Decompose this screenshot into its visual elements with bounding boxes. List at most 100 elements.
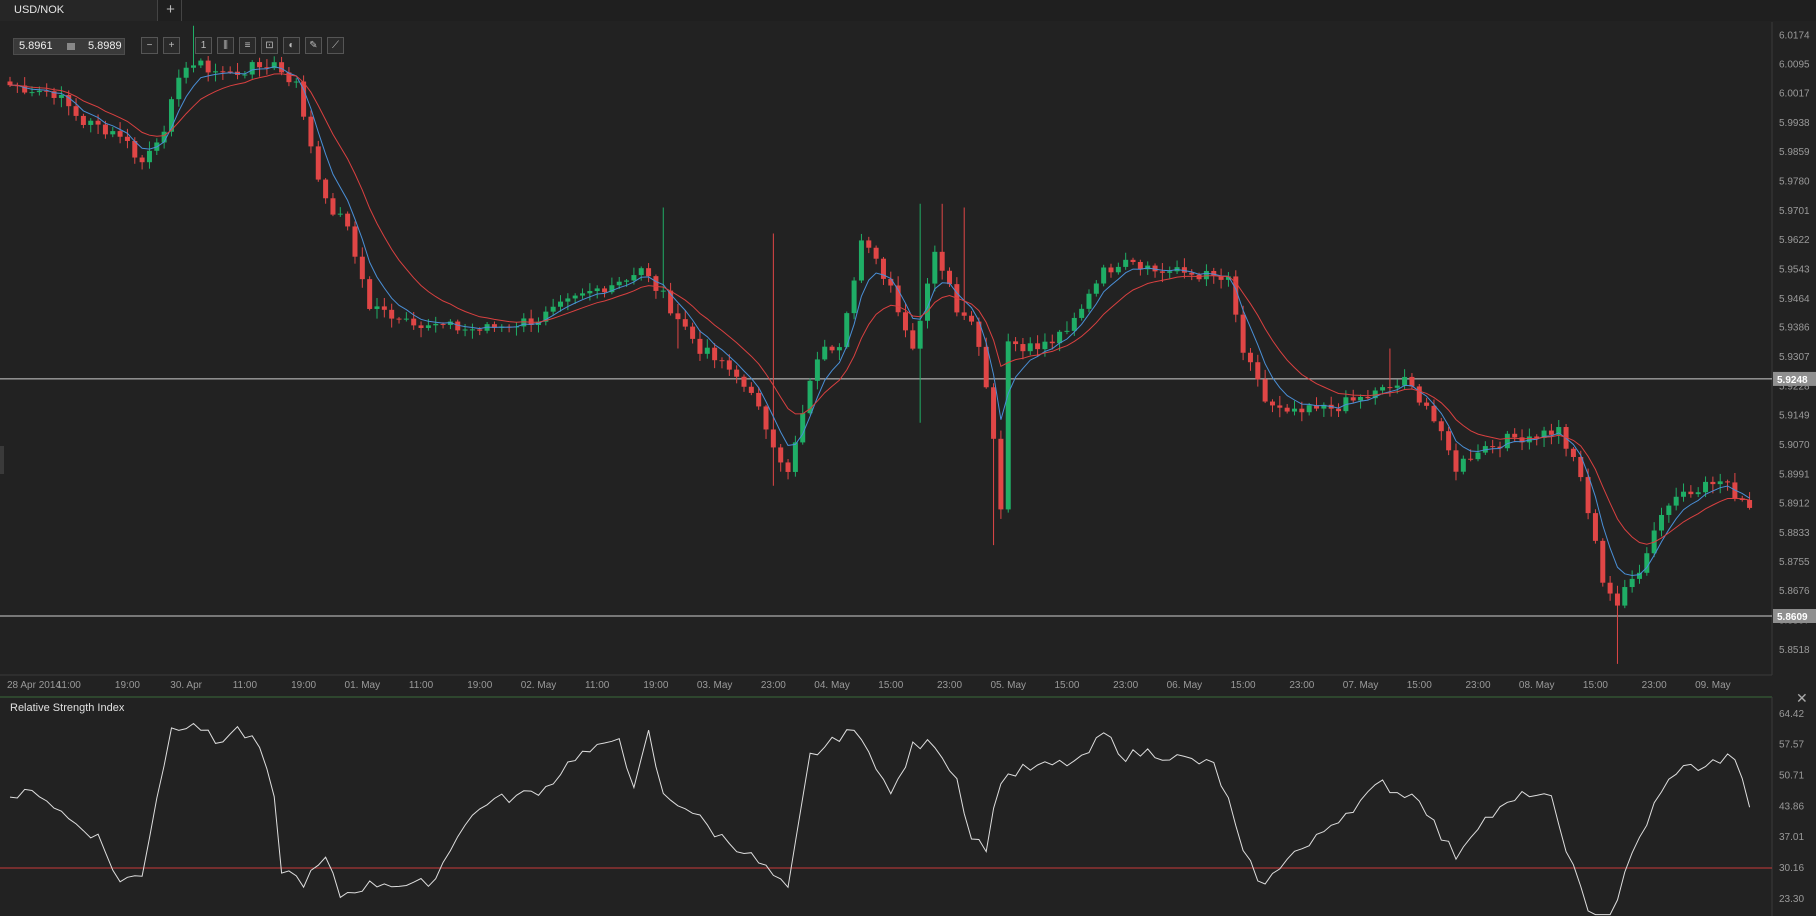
candle-down: [756, 392, 762, 407]
candle-up: [1703, 481, 1709, 493]
candle-up: [447, 321, 453, 325]
time-tick-label: 19:00: [115, 680, 140, 691]
candle-down: [1255, 362, 1261, 380]
candle-up: [176, 77, 182, 100]
draw-line-button[interactable]: ⟋: [327, 37, 344, 54]
candle-down: [1614, 593, 1620, 606]
candle-up: [1086, 293, 1092, 309]
candle-down: [1247, 352, 1253, 363]
objects-button[interactable]: ◐: [283, 37, 300, 54]
chart-type-button[interactable]: ⫼: [217, 37, 234, 54]
candle-down: [895, 285, 901, 313]
candle-up: [836, 347, 842, 351]
time-tick-label: 08. May: [1519, 680, 1555, 691]
candle-up: [660, 290, 666, 292]
price-tick-label: 6.0017: [1779, 89, 1810, 100]
candle-up: [1123, 259, 1129, 267]
candle-up: [917, 320, 923, 349]
candle-down: [1211, 270, 1217, 276]
zoom-in-button[interactable]: +: [163, 37, 180, 54]
candle-down: [785, 462, 791, 472]
candle-down: [778, 447, 784, 463]
candle-up: [249, 62, 255, 75]
draw-line-icon: ⟋: [332, 40, 339, 51]
time-tick-label: 06. May: [1167, 680, 1203, 691]
candle-up: [433, 323, 439, 326]
candle-up: [1717, 481, 1723, 485]
price-tick-label: 5.9543: [1779, 264, 1810, 275]
price-tick-label: 5.9386: [1779, 323, 1810, 334]
candle-down: [1519, 437, 1525, 443]
edit-button[interactable]: ✎: [305, 37, 322, 54]
candle-down: [389, 309, 395, 319]
price-tick-label: 5.8755: [1779, 557, 1810, 568]
candle-down: [983, 346, 989, 388]
candle-down: [969, 315, 975, 322]
candle-up: [1541, 430, 1547, 438]
horizontal-line-price-tag: [1773, 371, 1816, 386]
candle-down: [734, 369, 740, 377]
candle-down: [1299, 408, 1305, 413]
candle-down: [323, 179, 329, 199]
time-tick-label: 23:00: [1642, 680, 1667, 691]
time-tick-label: 23:00: [1289, 680, 1314, 691]
candle-down: [51, 91, 57, 98]
candle-down: [477, 329, 483, 331]
candle-up: [1005, 341, 1011, 510]
price-tick-label: 5.8912: [1779, 499, 1810, 510]
candle-down: [330, 198, 336, 215]
quote-box[interactable]: 5.8961 5.8989: [13, 38, 125, 55]
timeframe-button[interactable]: 1: [195, 37, 212, 54]
candle-up: [337, 213, 343, 215]
candle-down: [352, 226, 358, 257]
candle-up: [1666, 505, 1672, 515]
time-tick-label: 19:00: [291, 680, 316, 691]
time-tick-label: 30. Apr: [170, 680, 202, 691]
candle-down: [1013, 341, 1019, 345]
candle-down: [359, 256, 365, 280]
panel-resize-handle[interactable]: [0, 446, 4, 474]
tab-usd-nok[interactable]: USD/NOK: [0, 0, 158, 21]
time-tick-label: 03. May: [697, 680, 733, 691]
rsi-line: [9, 722, 1751, 916]
price-tick-label: 6.0174: [1779, 30, 1810, 41]
drawing-tools-button[interactable]: ⊡: [261, 37, 278, 54]
candle-down: [1181, 267, 1187, 273]
slow-moving-average-line: [10, 73, 1750, 545]
candle-down: [1453, 450, 1459, 472]
candle-down: [976, 321, 982, 347]
rsi-close-icon[interactable]: ✕: [1796, 690, 1808, 706]
candle-up: [1071, 317, 1077, 331]
candle-up: [469, 329, 475, 331]
candle-down: [1548, 430, 1554, 435]
candle-down: [770, 429, 776, 448]
bid-price: 5.8961: [19, 40, 53, 52]
candle-down: [1233, 276, 1239, 315]
time-tick-label: 19:00: [467, 680, 492, 691]
candle-up: [609, 285, 615, 293]
candle-down: [286, 72, 292, 83]
time-tick-label: 07. May: [1343, 680, 1379, 691]
candle-down: [712, 347, 718, 361]
candle-down: [1314, 405, 1320, 409]
price-tick-label: 5.8518: [1779, 645, 1810, 656]
candle-up: [521, 318, 527, 327]
candle-down: [1688, 491, 1694, 495]
zoom-out-button[interactable]: −: [141, 37, 158, 54]
candle-up: [1225, 276, 1231, 280]
candle-up: [1064, 330, 1070, 332]
candle-up: [1321, 404, 1327, 409]
candle-down: [418, 325, 424, 328]
add-tab-button[interactable]: +: [160, 0, 182, 21]
price-tick-label: 6.0095: [1779, 60, 1810, 71]
candle-up: [462, 329, 468, 331]
candle-up: [1057, 331, 1063, 344]
candle-up: [1167, 271, 1173, 273]
candle-down: [1108, 267, 1114, 273]
indicators-button[interactable]: ≡: [239, 37, 256, 54]
candle-down: [1512, 433, 1518, 438]
candle-up: [1504, 433, 1510, 449]
candle-up: [572, 295, 578, 299]
candle-up: [1644, 553, 1650, 573]
